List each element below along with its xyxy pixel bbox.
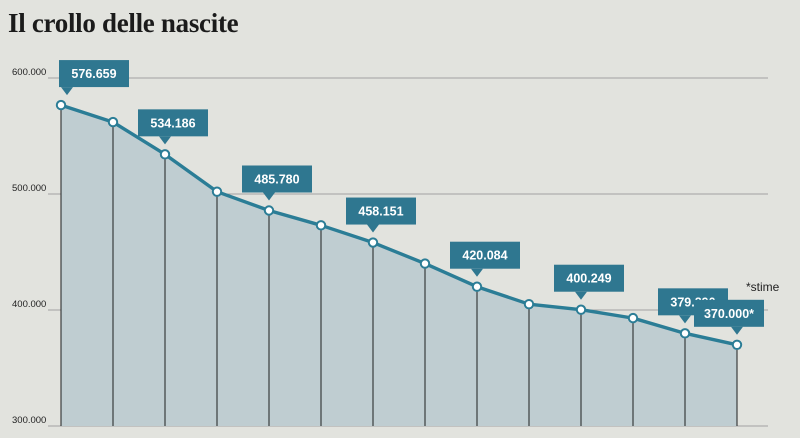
data-label-text: 534.186 bbox=[150, 116, 195, 130]
data-point bbox=[315, 220, 327, 231]
data-label-box bbox=[554, 264, 624, 292]
data-label: 534.186 bbox=[138, 109, 208, 145]
data-label-pointer bbox=[471, 268, 483, 277]
series-line bbox=[60, 103, 738, 347]
y-tick-label: 600.000 bbox=[12, 67, 46, 78]
data-label-box bbox=[694, 299, 764, 327]
data-label-box bbox=[450, 241, 520, 269]
data-point bbox=[55, 99, 67, 111]
data-point bbox=[419, 258, 431, 269]
data-label-box bbox=[242, 165, 312, 193]
data-point bbox=[731, 339, 743, 350]
data-label-pointer bbox=[159, 136, 171, 145]
data-point bbox=[211, 186, 223, 197]
data-label-pointer bbox=[367, 224, 379, 233]
data-label-text: 576.659 bbox=[71, 67, 116, 81]
data-point bbox=[159, 149, 171, 160]
data-label-text: 420.084 bbox=[462, 249, 507, 263]
estimate-note: *stime bbox=[746, 280, 780, 294]
data-point bbox=[627, 312, 639, 324]
data-point bbox=[471, 281, 483, 292]
data-label-pointer bbox=[731, 326, 743, 335]
data-label-text: 458.151 bbox=[358, 205, 403, 219]
data-label-pointer bbox=[679, 315, 691, 324]
data-label-pointer bbox=[575, 291, 587, 300]
data-label-text: 370.000* bbox=[704, 307, 754, 321]
y-tick-label: 500.000 bbox=[12, 183, 46, 194]
data-label-text: 485.780 bbox=[254, 172, 299, 186]
data-label-pointer bbox=[263, 192, 275, 201]
data-label-text: 400.249 bbox=[566, 272, 611, 286]
data-point bbox=[523, 299, 535, 310]
data-point bbox=[263, 205, 275, 216]
data-label-box bbox=[346, 197, 416, 225]
data-point bbox=[107, 116, 119, 128]
data-label: 400.249 bbox=[554, 264, 624, 300]
data-label-box bbox=[59, 60, 129, 88]
data-label-pointer bbox=[61, 87, 73, 96]
data-label: 458.151 bbox=[346, 197, 416, 233]
data-point bbox=[679, 328, 691, 339]
y-tick-label: 300.000 bbox=[12, 415, 46, 426]
data-label: 576.659 bbox=[59, 60, 129, 96]
data-point bbox=[367, 237, 379, 248]
data-label: 370.000* bbox=[694, 299, 764, 335]
chart-title: Il crollo delle nascite bbox=[8, 8, 239, 38]
y-tick-label: 400.000 bbox=[12, 299, 46, 310]
area-fill bbox=[61, 105, 737, 426]
data-label: 420.084 bbox=[450, 241, 520, 277]
data-label: 485.780 bbox=[242, 165, 312, 201]
data-label-box bbox=[138, 109, 208, 137]
data-point bbox=[575, 304, 587, 315]
